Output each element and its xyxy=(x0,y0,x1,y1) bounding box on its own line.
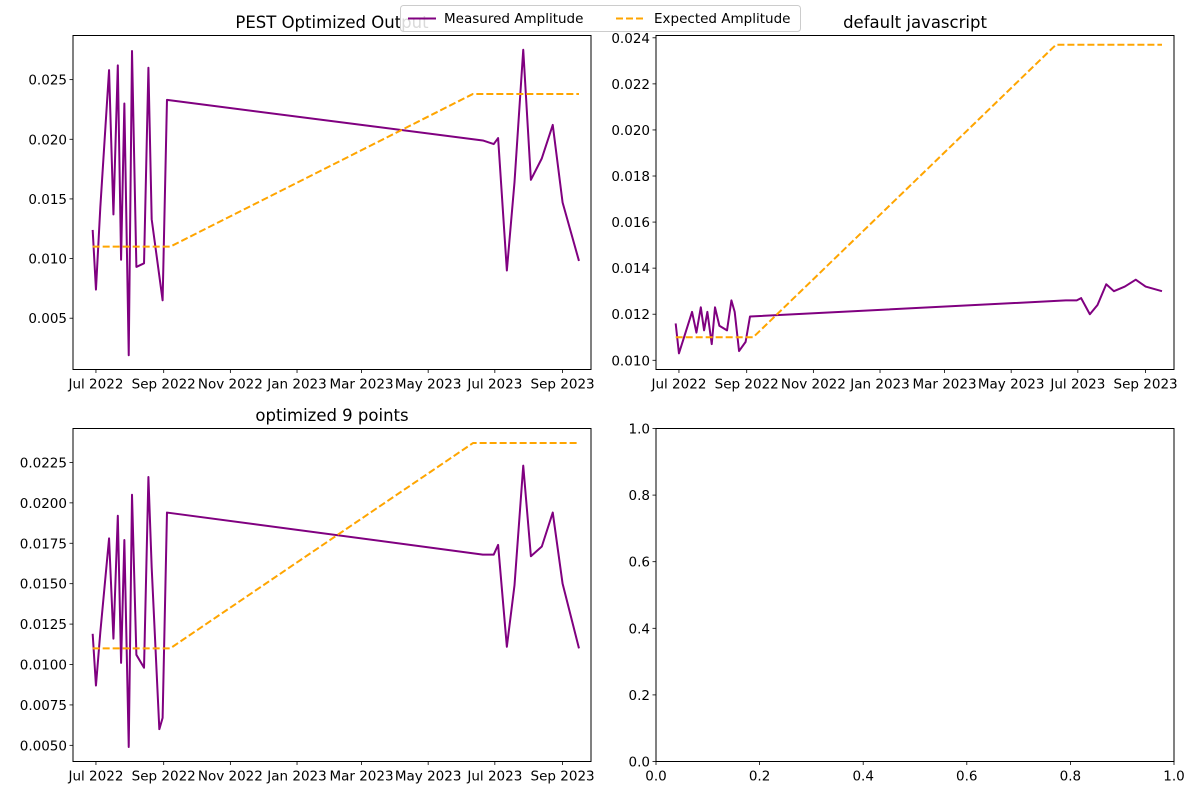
x-tick-label: Jul 2022 xyxy=(67,377,123,393)
y-tick-label: 0.014 xyxy=(611,261,650,277)
x-tick-label: 0.2 xyxy=(749,769,770,785)
subplot-pest-optimized-output: PEST Optimized Output 0.0050.0100.0150.0… xyxy=(28,13,594,393)
y-tick-label: 0.020 xyxy=(28,132,67,148)
x-tick-label: 0.8 xyxy=(1060,769,1081,785)
y-tick-label: 1.0 xyxy=(629,422,650,438)
axes-frame xyxy=(72,428,592,762)
y-tick-label: 0.015 xyxy=(28,192,67,208)
x-tick-label: Jul 2022 xyxy=(67,769,123,785)
y-tick-label: 0.022 xyxy=(611,77,650,93)
legend-label-expected: Expected Amplitude xyxy=(654,11,790,27)
y-tick-label: 0.0050 xyxy=(20,738,67,754)
y-axis-ticks: 0.0 0.2 0.4 0.6 0.8 1.0 xyxy=(629,422,656,771)
x-axis-ticks: Jul 2022 Sep 2022 Nov 2022 Jan 2023 Mar 2023… xyxy=(650,369,1178,393)
y-tick-label: 0.024 xyxy=(611,31,650,47)
y-tick-label: 0.0150 xyxy=(20,577,67,593)
x-tick-label: Sep 2022 xyxy=(132,377,196,393)
subplot-title: optimized 9 points xyxy=(255,406,408,425)
x-tick-label: 0.0 xyxy=(645,769,666,785)
x-tick-label: Mar 2023 xyxy=(912,377,976,393)
x-tick-label: Sep 2023 xyxy=(531,377,595,393)
measured-amplitude-line xyxy=(91,48,580,357)
y-tick-label: 0.0075 xyxy=(20,698,67,714)
y-tick-label: 0.6 xyxy=(629,555,650,571)
measured-amplitude-line xyxy=(674,278,1163,355)
x-tick-label: 0.4 xyxy=(852,769,873,785)
x-tick-label: Jul 2022 xyxy=(650,377,706,393)
x-tick-label: Sep 2022 xyxy=(132,769,196,785)
x-tick-label: Sep 2023 xyxy=(1114,377,1178,393)
x-tick-label: May 2023 xyxy=(395,769,462,785)
x-tick-label: May 2023 xyxy=(395,377,462,393)
y-tick-label: 0.0125 xyxy=(20,617,67,633)
x-tick-label: Nov 2022 xyxy=(198,377,263,393)
y-tick-label: 0.010 xyxy=(28,252,67,268)
subplot-title: default javascript xyxy=(843,13,987,32)
x-tick-label: Jan 2023 xyxy=(266,769,326,785)
y-tick-label: 0.0225 xyxy=(20,455,67,471)
y-tick-label: 0.2 xyxy=(629,688,650,704)
y-tick-label: 0.016 xyxy=(611,215,650,231)
plot-marks xyxy=(674,43,1163,355)
axes-frame xyxy=(655,35,1175,370)
x-tick-label: Sep 2022 xyxy=(715,377,779,393)
y-tick-label: 0.0175 xyxy=(20,536,67,552)
subplot-title: PEST Optimized Output xyxy=(235,13,429,32)
x-axis-ticks: Jul 2022 Sep 2022 Nov 2022 Jan 2023 Mar 2023… xyxy=(67,761,595,785)
axes-frame xyxy=(72,35,592,370)
y-tick-label: 0.0100 xyxy=(20,658,67,674)
x-tick-label: Jan 2023 xyxy=(266,377,326,393)
y-axis-ticks: 0.010 0.012 0.014 0.016 0.018 0.020 0.022 0.024 xyxy=(611,31,656,369)
legend: Measured Amplitude Expected Amplitude xyxy=(400,5,801,32)
axes-frame xyxy=(655,428,1175,762)
subplot-optimized-9-points: optimized 9 points 0.00500.00750.01000.0… xyxy=(20,406,595,785)
plot-marks xyxy=(91,442,580,748)
plot-marks xyxy=(91,48,580,357)
y-axis-ticks: 0.0050 0.0075 0.0100 0.0125 0.0150 0.0175 0.02… xyxy=(20,455,73,754)
x-tick-label: Jul 2023 xyxy=(466,769,522,785)
subplot-empty: 0.0 0.2 0.4 0.6 0.8 1.0 0.0 0.2 0.4 0.6 0.8 1.0 xyxy=(629,422,1185,785)
x-axis-ticks: 0.0 0.2 0.4 0.6 0.8 1.0 xyxy=(645,761,1185,785)
subplot-default-javascript: default javascript 0.0100.0120.0140.0160… xyxy=(611,13,1177,393)
y-tick-label: 0.8 xyxy=(629,488,650,504)
x-tick-label: Jul 2023 xyxy=(466,377,522,393)
x-tick-label: 1.0 xyxy=(1163,769,1184,785)
x-axis-ticks: Jul 2022 Sep 2022 Nov 2022 Jan 2023 Mar 2023… xyxy=(67,369,595,393)
y-tick-label: 0.012 xyxy=(611,307,650,323)
x-tick-label: Jul 2023 xyxy=(1049,377,1105,393)
y-tick-label: 0.005 xyxy=(28,311,67,327)
y-tick-label: 0.010 xyxy=(611,353,650,369)
x-tick-label: Jan 2023 xyxy=(849,377,909,393)
y-tick-label: 0.018 xyxy=(611,169,650,185)
expected-amplitude-line xyxy=(92,442,579,650)
legend-box xyxy=(400,5,801,32)
x-tick-label: Nov 2022 xyxy=(781,377,846,393)
x-tick-label: Sep 2023 xyxy=(531,769,595,785)
y-tick-label: 0.4 xyxy=(629,621,650,637)
expected-amplitude-line xyxy=(675,43,1162,339)
x-tick-label: May 2023 xyxy=(978,377,1045,393)
x-tick-label: 0.6 xyxy=(956,769,977,785)
x-tick-label: Mar 2023 xyxy=(329,377,393,393)
y-tick-label: 0.0200 xyxy=(20,496,67,512)
y-tick-label: 0.0 xyxy=(629,755,650,771)
y-tick-label: 0.020 xyxy=(611,123,650,139)
legend-label-measured: Measured Amplitude xyxy=(444,11,583,27)
x-tick-label: Nov 2022 xyxy=(198,769,263,785)
y-tick-label: 0.025 xyxy=(28,73,67,89)
x-tick-label: Mar 2023 xyxy=(329,769,393,785)
y-axis-ticks: 0.005 0.010 0.015 0.020 0.025 xyxy=(28,73,73,327)
